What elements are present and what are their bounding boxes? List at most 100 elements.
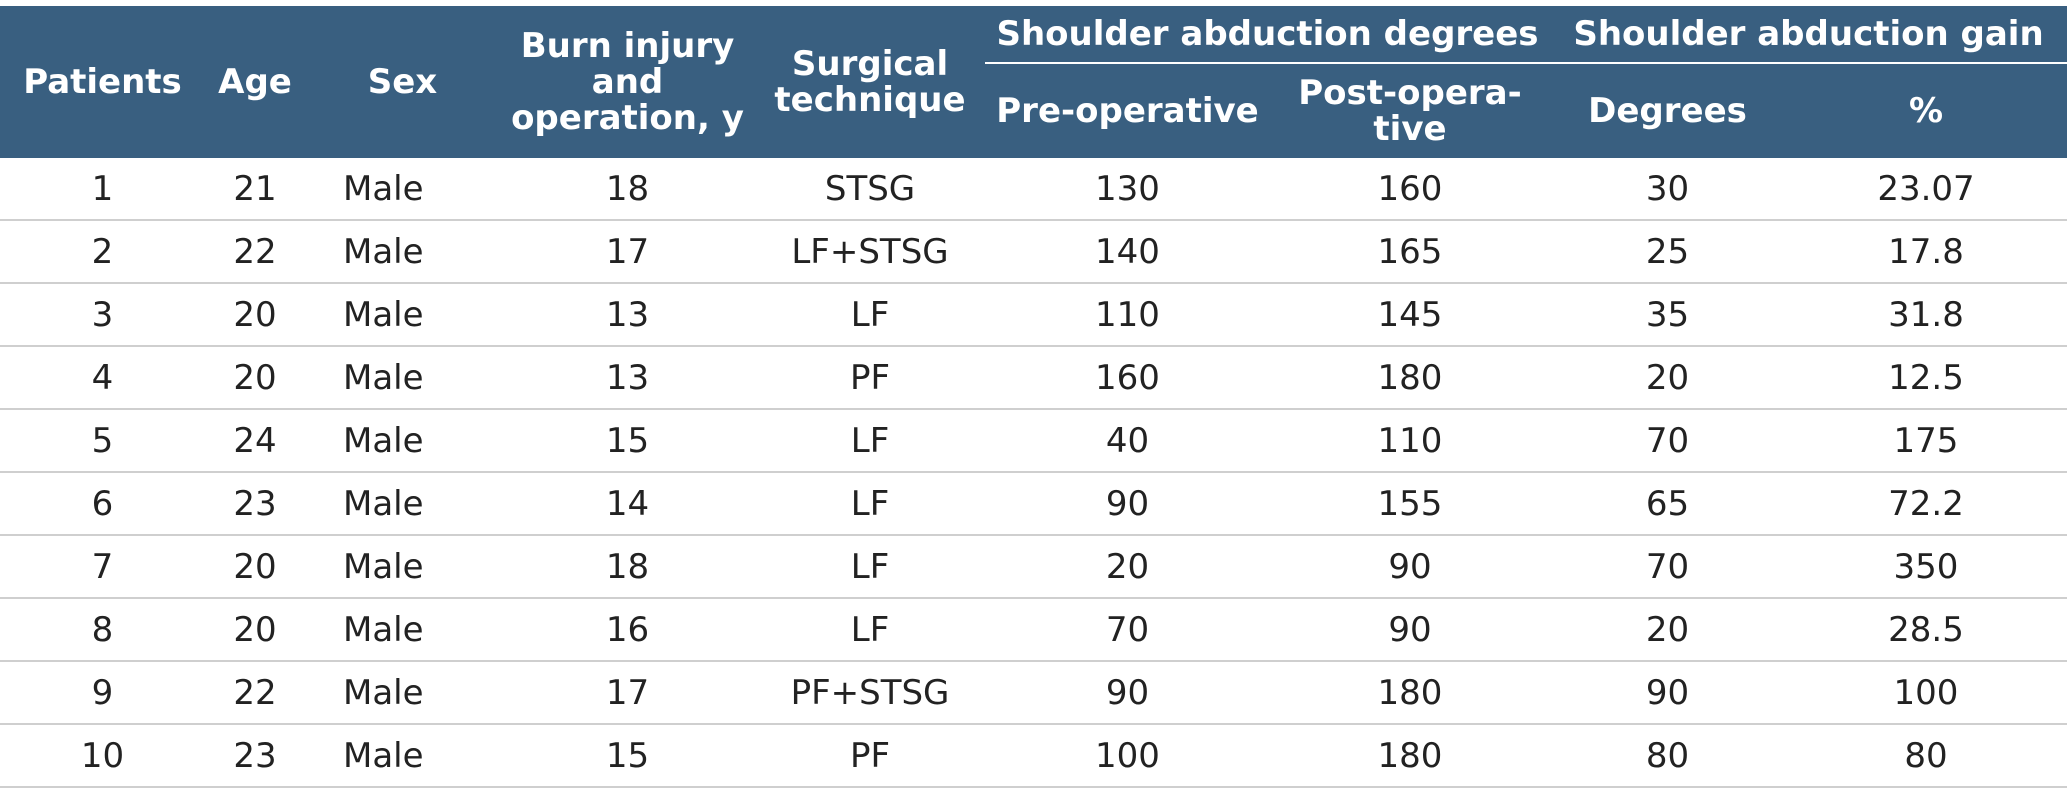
cell-gain-percent: 100: [1785, 661, 2067, 725]
cell-patient: 10: [0, 724, 205, 788]
cell-technique: LF: [755, 598, 985, 662]
cell-post-operative: 180: [1270, 661, 1550, 725]
cell-patient: 2: [0, 220, 205, 284]
cell-age: 21: [205, 158, 305, 221]
cell-technique: LF: [755, 472, 985, 536]
cell-sex: Male: [305, 220, 500, 284]
cell-post-operative: 90: [1270, 535, 1550, 599]
cell-patient: 7: [0, 535, 205, 599]
table-row: 7 20 Male 18 LF 20 90 70 350: [0, 535, 2067, 599]
cell-pre-operative: 70: [985, 598, 1270, 662]
cell-technique: PF: [755, 346, 985, 410]
cell-patient: 9: [0, 661, 205, 725]
table-row: 4 20 Male 13 PF 160 180 20 12.5: [0, 346, 2067, 410]
table-row: 6 23 Male 14 LF 90 155 65 72.2: [0, 472, 2067, 536]
cell-gain-degrees: 25: [1550, 220, 1785, 284]
cell-patient: 4: [0, 346, 205, 410]
cell-age: 20: [205, 346, 305, 410]
cell-gain-percent: 350: [1785, 535, 2067, 599]
header-patients: Patients: [0, 6, 205, 158]
cell-gain-degrees: 80: [1550, 724, 1785, 788]
cell-burn-years: 14: [500, 472, 755, 536]
cell-sex: Male: [305, 724, 500, 788]
cell-post-operative: 110: [1270, 409, 1550, 473]
header-post-operative: Post-opera-tive: [1270, 63, 1550, 158]
table-header: Patients Age Sex Burn injury and operati…: [0, 6, 2067, 158]
header-burn-injury: Burn injury and operation, y: [500, 6, 755, 158]
cell-age: 22: [205, 220, 305, 284]
header-age: Age: [205, 6, 305, 158]
cell-patient: 5: [0, 409, 205, 473]
cell-patient: 8: [0, 598, 205, 662]
cell-gain-degrees: 90: [1550, 661, 1785, 725]
cell-technique: PF+STSG: [755, 661, 985, 725]
cell-gain-degrees: 70: [1550, 409, 1785, 473]
cell-sex: Male: [305, 535, 500, 599]
header-gain-degrees: Degrees: [1550, 63, 1785, 158]
cell-age: 23: [205, 724, 305, 788]
table-row: 2 22 Male 17 LF+STSG 140 165 25 17.8: [0, 220, 2067, 284]
table-row: 8 20 Male 16 LF 70 90 20 28.5: [0, 598, 2067, 662]
cell-gain-degrees: 20: [1550, 346, 1785, 410]
cell-gain-degrees: 20: [1550, 598, 1785, 662]
cell-post-operative: 155: [1270, 472, 1550, 536]
cell-pre-operative: 40: [985, 409, 1270, 473]
cell-age: 24: [205, 409, 305, 473]
cell-pre-operative: 130: [985, 158, 1270, 221]
cell-burn-years: 15: [500, 409, 755, 473]
table-row: 10 23 Male 15 PF 100 180 80 80: [0, 724, 2067, 788]
cell-sex: Male: [305, 283, 500, 347]
cell-pre-operative: 100: [985, 724, 1270, 788]
cell-gain-degrees: 30: [1550, 158, 1785, 221]
cell-sex: Male: [305, 472, 500, 536]
header-abduction-degrees-group: Shoulder abduction degrees: [985, 6, 1550, 64]
cell-pre-operative: 140: [985, 220, 1270, 284]
cell-sex: Male: [305, 598, 500, 662]
cell-technique: PF: [755, 724, 985, 788]
cell-pre-operative: 90: [985, 661, 1270, 725]
header-sex: Sex: [305, 6, 500, 158]
cell-pre-operative: 110: [985, 283, 1270, 347]
cell-pre-operative: 160: [985, 346, 1270, 410]
cell-age: 20: [205, 283, 305, 347]
cell-patient: 6: [0, 472, 205, 536]
cell-gain-degrees: 35: [1550, 283, 1785, 347]
table-row: 9 22 Male 17 PF+STSG 90 180 90 100: [0, 661, 2067, 725]
cell-pre-operative: 20: [985, 535, 1270, 599]
cell-post-operative: 160: [1270, 158, 1550, 221]
cell-age: 23: [205, 472, 305, 536]
header-pre-operative: Pre-operative: [985, 63, 1270, 158]
cell-gain-degrees: 65: [1550, 472, 1785, 536]
cell-gain-percent: 80: [1785, 724, 2067, 788]
cell-age: 20: [205, 598, 305, 662]
cell-gain-percent: 12.5: [1785, 346, 2067, 410]
cell-technique: LF: [755, 409, 985, 473]
patients-table: Patients Age Sex Burn injury and operati…: [0, 6, 2067, 788]
table-body: 1 21 Male 18 STSG 130 160 30 23.07 2 22 Male 17 LF+ST…: [0, 158, 2067, 788]
cell-burn-years: 13: [500, 283, 755, 347]
table-row: 5 24 Male 15 LF 40 110 70 175: [0, 409, 2067, 473]
cell-gain-percent: 31.8: [1785, 283, 2067, 347]
cell-burn-years: 15: [500, 724, 755, 788]
cell-gain-percent: 17.8: [1785, 220, 2067, 284]
cell-burn-years: 18: [500, 535, 755, 599]
cell-technique: LF+STSG: [755, 220, 985, 284]
cell-burn-years: 16: [500, 598, 755, 662]
cell-sex: Male: [305, 158, 500, 221]
cell-pre-operative: 90: [985, 472, 1270, 536]
cell-technique: LF: [755, 535, 985, 599]
cell-technique: LF: [755, 283, 985, 347]
cell-gain-percent: 72.2: [1785, 472, 2067, 536]
cell-gain-degrees: 70: [1550, 535, 1785, 599]
cell-gain-percent: 23.07: [1785, 158, 2067, 221]
table-row: 3 20 Male 13 LF 110 145 35 31.8: [0, 283, 2067, 347]
cell-post-operative: 180: [1270, 724, 1550, 788]
cell-burn-years: 13: [500, 346, 755, 410]
cell-burn-years: 17: [500, 661, 755, 725]
cell-burn-years: 18: [500, 158, 755, 221]
cell-technique: STSG: [755, 158, 985, 221]
cell-gain-percent: 175: [1785, 409, 2067, 473]
cell-sex: Male: [305, 409, 500, 473]
cell-post-operative: 145: [1270, 283, 1550, 347]
cell-patient: 1: [0, 158, 205, 221]
